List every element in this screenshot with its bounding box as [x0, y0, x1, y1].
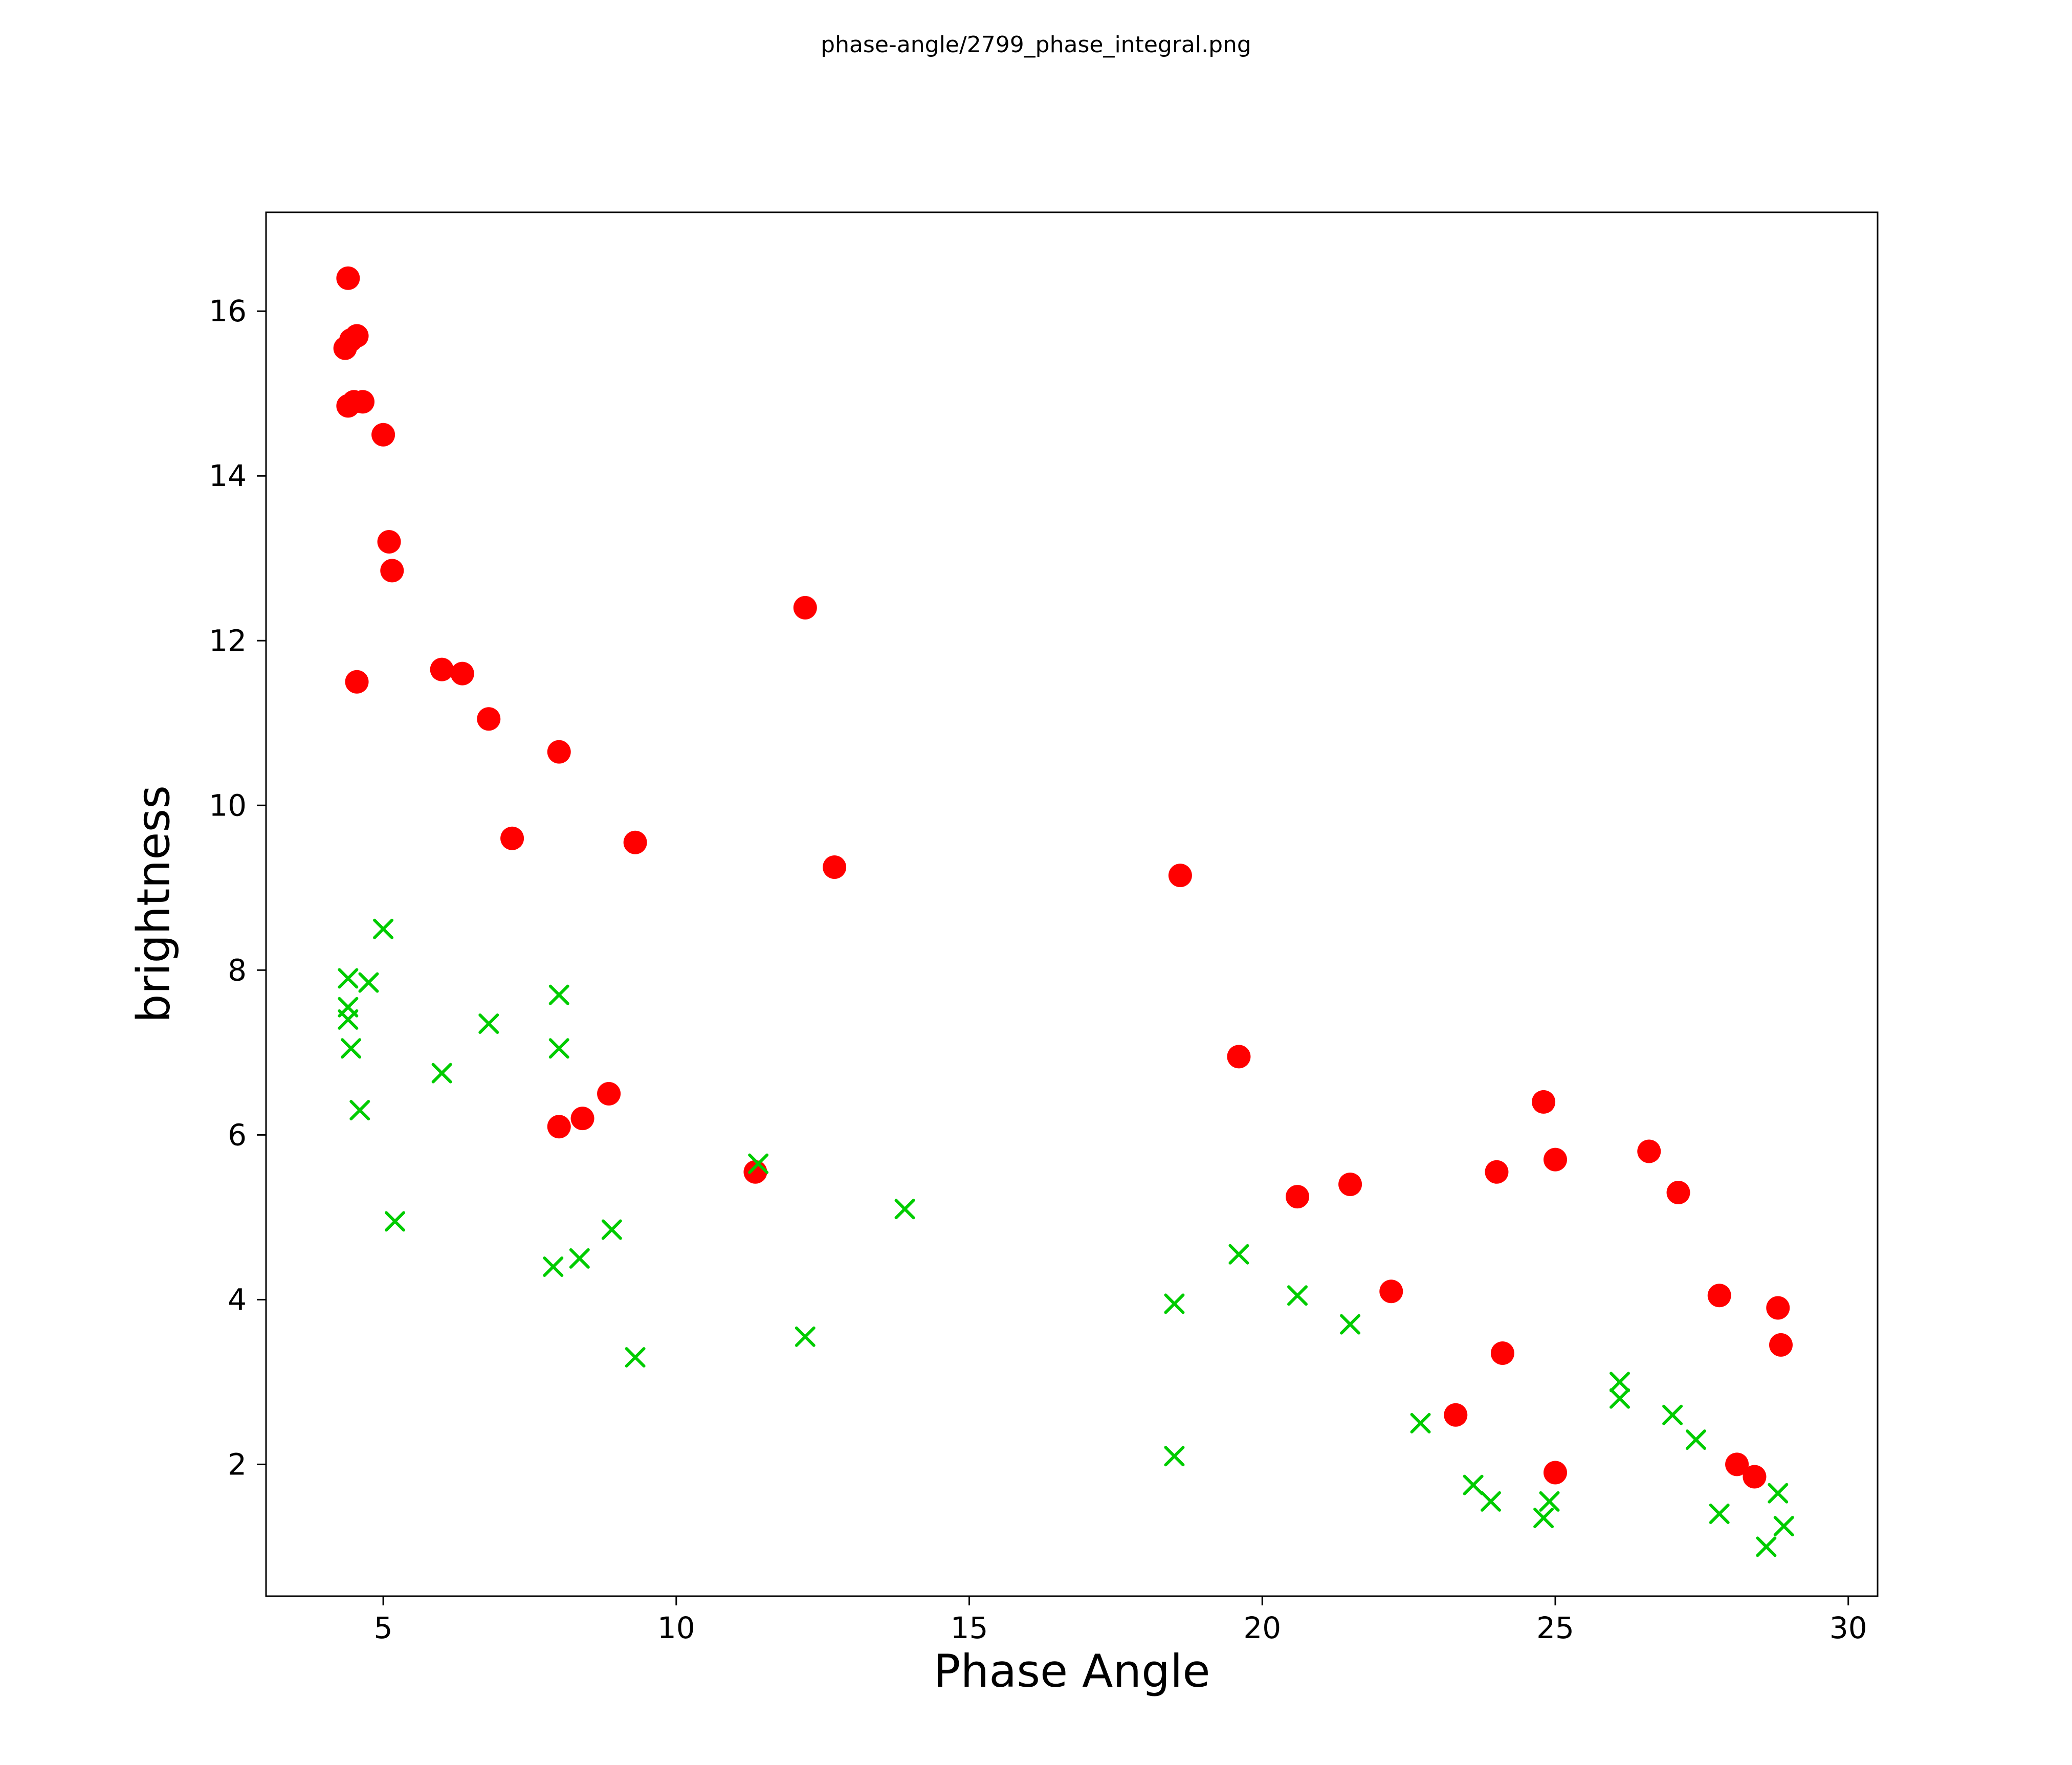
scatter-point-red-circles — [477, 707, 501, 731]
scatter-point-green-crosses — [341, 1038, 362, 1059]
scatter-point-red-circles — [743, 1160, 767, 1184]
scatter-point-green-crosses — [1773, 1516, 1794, 1537]
scatter-point-green-crosses — [1340, 1314, 1361, 1335]
scatter-point-green-crosses — [1539, 1491, 1560, 1512]
scatter-point-red-circles — [1766, 1296, 1790, 1320]
scatter-point-red-circles — [500, 826, 524, 850]
scatter-point-red-circles — [1544, 1148, 1567, 1172]
scatter-point-red-circles — [1666, 1181, 1690, 1205]
scatter-point-red-circles — [1485, 1160, 1509, 1184]
scatter-point-green-crosses — [625, 1347, 646, 1368]
scatter-point-green-crosses — [1662, 1404, 1683, 1425]
y-tick-label: 10 — [209, 788, 247, 823]
scatter-point-red-circles — [1532, 1090, 1556, 1114]
scatter-point-red-circles — [450, 661, 474, 686]
scatter-point-red-circles — [1379, 1279, 1403, 1304]
x-tick-label: 20 — [1243, 1610, 1281, 1645]
scatter-point-green-crosses — [1164, 1293, 1185, 1314]
scatter-point-green-crosses — [1287, 1285, 1308, 1306]
y-tick-label: 4 — [228, 1282, 247, 1317]
scatter-point-green-crosses — [1756, 1536, 1777, 1557]
scatter-point-green-crosses — [1709, 1503, 1730, 1524]
y-axis-label: brightness — [127, 785, 180, 1023]
scatter-point-red-circles — [345, 670, 369, 694]
scatter-point-green-crosses — [338, 1009, 359, 1030]
scatter-point-green-crosses — [1463, 1474, 1484, 1495]
scatter-point-green-crosses — [373, 918, 394, 939]
scatter-point-red-circles — [336, 266, 360, 290]
scatter-point-green-crosses — [1768, 1483, 1789, 1504]
scatter-point-red-circles — [371, 423, 395, 447]
y-tick-label: 8 — [228, 953, 247, 987]
scatter-point-green-crosses — [1533, 1508, 1554, 1529]
scatter-point-green-crosses — [1481, 1491, 1501, 1512]
scatter-point-red-circles — [1338, 1172, 1362, 1196]
scatter-point-green-crosses — [478, 1013, 499, 1034]
x-tick-label: 5 — [374, 1610, 393, 1645]
scatter-point-red-circles — [1637, 1139, 1661, 1163]
y-tick-label: 14 — [209, 458, 247, 493]
scatter-point-green-crosses — [1228, 1244, 1249, 1265]
scatter-point-red-circles — [1490, 1341, 1514, 1365]
scatter-point-green-crosses — [1685, 1429, 1706, 1450]
y-tick-label: 12 — [209, 623, 247, 658]
scatter-point-red-circles — [547, 1115, 571, 1139]
scatter-point-green-crosses — [748, 1153, 769, 1174]
scatter-point-green-crosses — [569, 1248, 590, 1269]
scatter-point-green-crosses — [338, 968, 359, 989]
scatter-point-green-crosses — [601, 1219, 622, 1240]
scatter-point-red-circles — [430, 657, 454, 681]
scatter-point-red-circles — [1769, 1333, 1793, 1357]
scatter-point-red-circles — [793, 595, 817, 620]
scatter-point-red-circles — [623, 830, 647, 854]
scatter-point-red-circles — [597, 1082, 621, 1106]
scatter-point-red-circles — [1544, 1461, 1567, 1485]
scatter-point-green-crosses — [385, 1211, 405, 1232]
scatter-point-red-circles — [570, 1107, 594, 1131]
scatter-point-green-crosses — [358, 972, 379, 993]
scatter-point-red-circles — [1743, 1465, 1767, 1489]
scatter-point-red-circles — [1227, 1045, 1251, 1069]
scatter-point-red-circles — [1286, 1185, 1309, 1209]
scatter-point-green-crosses — [1610, 1388, 1630, 1409]
scatter-point-red-circles — [547, 740, 571, 764]
scatter-point-green-crosses — [894, 1199, 915, 1220]
scatter-point-green-crosses — [431, 1063, 452, 1084]
scatter-point-red-circles — [351, 390, 374, 414]
x-tick-label: 25 — [1536, 1610, 1574, 1645]
figure-title: phase-angle/2799_phase_integral.png — [821, 32, 1251, 58]
axes-frame — [265, 211, 1879, 1597]
y-tick-label: 16 — [209, 294, 247, 328]
x-axis-label: Phase Angle — [933, 1645, 1210, 1697]
scatter-point-green-crosses — [548, 1038, 569, 1059]
scatter-point-red-circles — [1168, 864, 1192, 888]
scatter-point-red-circles — [1725, 1452, 1749, 1476]
x-tick-label: 10 — [657, 1610, 695, 1645]
scatter-point-green-crosses — [349, 1100, 370, 1121]
scatter-point-red-circles — [377, 530, 401, 554]
x-tick-label: 15 — [951, 1610, 988, 1645]
scatter-point-green-crosses — [795, 1326, 815, 1347]
scatter-point-green-crosses — [548, 984, 569, 1005]
scatter-point-green-crosses — [543, 1256, 564, 1277]
y-tick-label: 2 — [228, 1447, 247, 1482]
scatter-point-red-circles — [823, 855, 847, 879]
x-tick-label: 30 — [1829, 1610, 1867, 1645]
scatter-point-green-crosses — [1610, 1372, 1630, 1393]
scatter-point-green-crosses — [1410, 1413, 1431, 1433]
scatter-point-green-crosses — [1164, 1446, 1185, 1467]
y-tick-label: 6 — [228, 1117, 247, 1152]
scatter-point-red-circles — [380, 559, 404, 583]
scatter-point-red-circles — [1444, 1403, 1468, 1427]
scatter-point-red-circles — [345, 324, 369, 348]
scatter-point-red-circles — [1707, 1284, 1731, 1308]
